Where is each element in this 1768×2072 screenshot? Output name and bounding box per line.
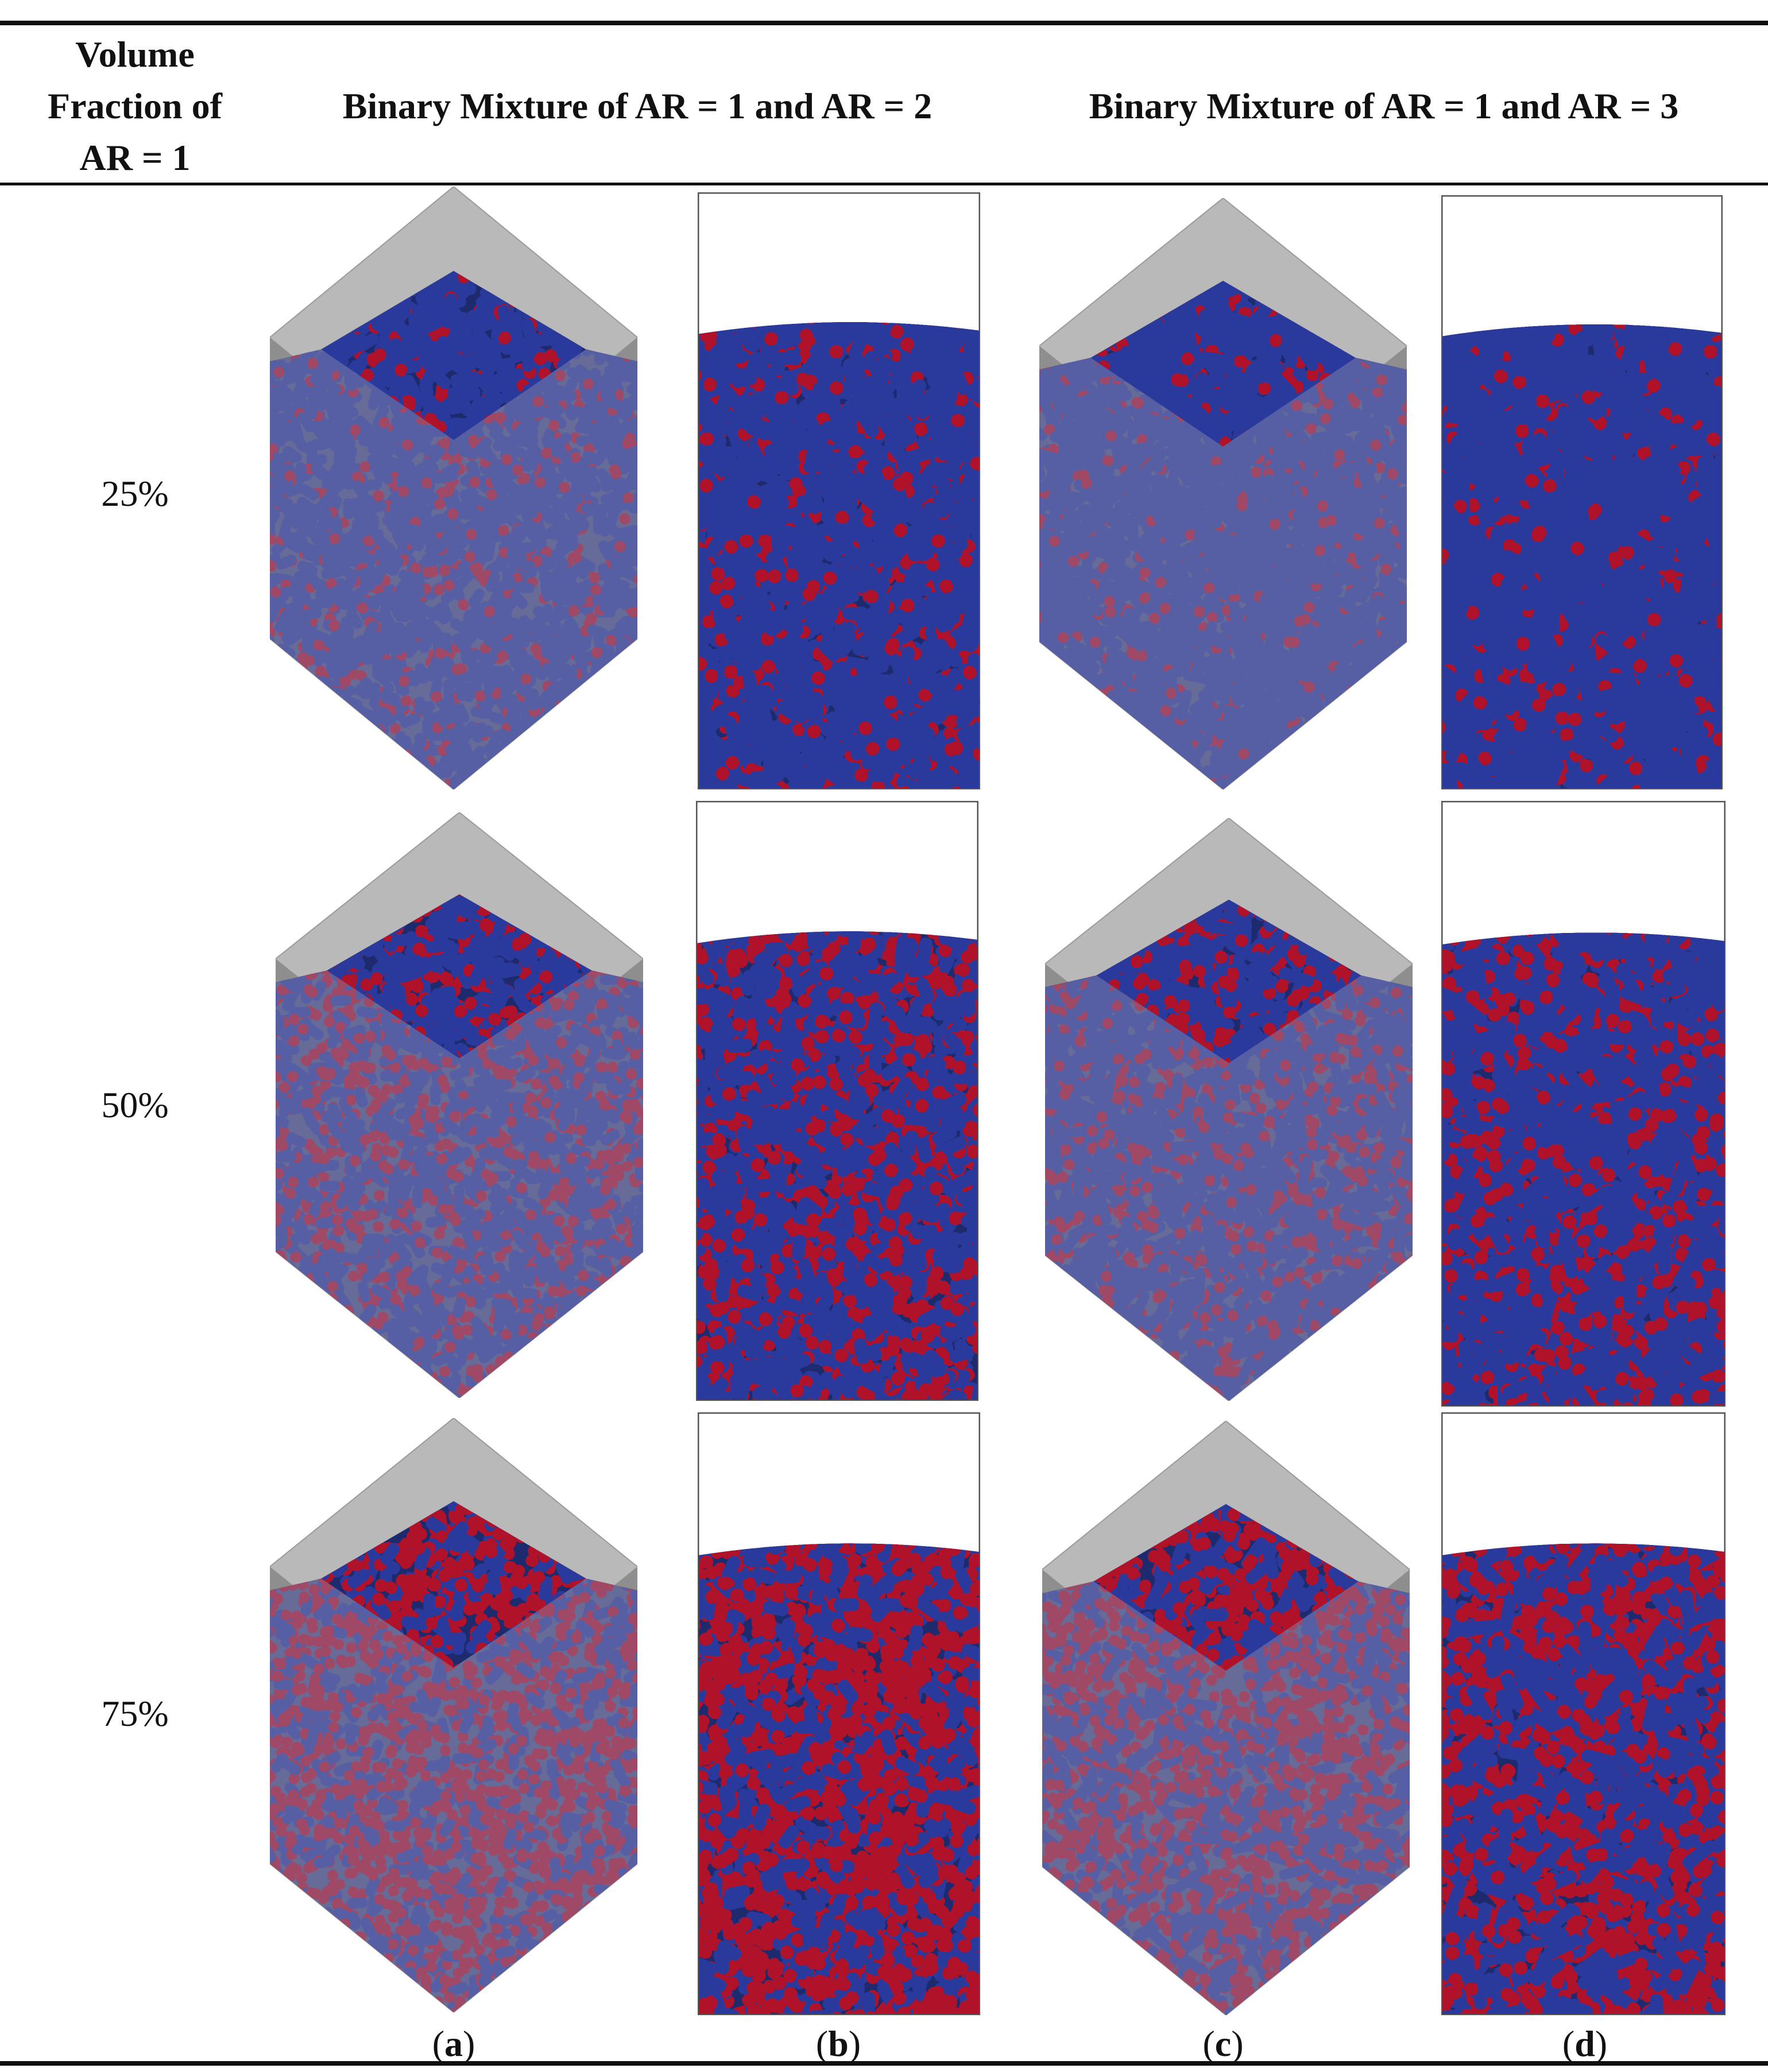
row-label-50: 50% <box>11 1082 258 1128</box>
caption-b-close: ) <box>849 2023 861 2064</box>
cube-view-ar3-25 <box>1039 198 1407 789</box>
cube-view-ar2-25 <box>270 187 637 789</box>
caption-a: (a) <box>396 2021 511 2067</box>
header-ar1-ar3: Binary Mixture of AR = 1 and AR = 3 <box>993 80 1768 132</box>
caption-d: (d) <box>1527 2021 1642 2067</box>
cube-view-ar3-50 <box>1045 818 1413 1401</box>
caption-b-letter: b <box>828 2023 849 2064</box>
top-rule <box>0 21 1768 25</box>
cube-view-ar3-75 <box>1042 1421 1410 2015</box>
caption-d-open: ( <box>1562 2023 1574 2064</box>
caption-d-close: ) <box>1595 2023 1607 2064</box>
cube-view-ar2-75 <box>270 1418 637 2012</box>
caption-b-open: ( <box>816 2023 828 2064</box>
caption-a-letter: a <box>444 2023 463 2064</box>
cube-view-ar2-50 <box>276 812 643 1398</box>
header-ar1-ar2: Binary Mixture of AR = 1 and AR = 2 <box>247 80 1028 132</box>
side-view-ar3-75 <box>1441 1412 1726 2015</box>
header-volume-fraction-line-1: Volume <box>11 29 258 80</box>
caption-c: (c) <box>1166 2021 1280 2067</box>
header-volume-fraction-line-3: AR = 1 <box>11 132 258 184</box>
bottom-rule <box>0 2061 1768 2066</box>
row-label-75: 75% <box>11 1691 258 1737</box>
caption-c-close: ) <box>1231 2023 1243 2064</box>
caption-a-close: ) <box>463 2023 475 2064</box>
caption-a-open: ( <box>432 2023 444 2064</box>
side-view-ar2-25 <box>698 192 980 789</box>
caption-c-open: ( <box>1202 2023 1214 2064</box>
row-label-25: 25% <box>11 471 258 517</box>
caption-b: (b) <box>781 2021 896 2067</box>
side-view-ar3-50 <box>1441 801 1726 1407</box>
header-rule <box>0 183 1768 185</box>
caption-d-letter: d <box>1574 2023 1595 2064</box>
caption-c-letter: c <box>1215 2023 1231 2064</box>
header-volume-fraction-line-2: Fraction of <box>11 80 258 132</box>
side-view-ar3-25 <box>1441 195 1723 789</box>
side-view-ar2-50 <box>696 801 978 1401</box>
side-view-ar2-75 <box>698 1412 980 2015</box>
header-volume-fraction: Volume Fraction of AR = 1 <box>11 29 258 184</box>
